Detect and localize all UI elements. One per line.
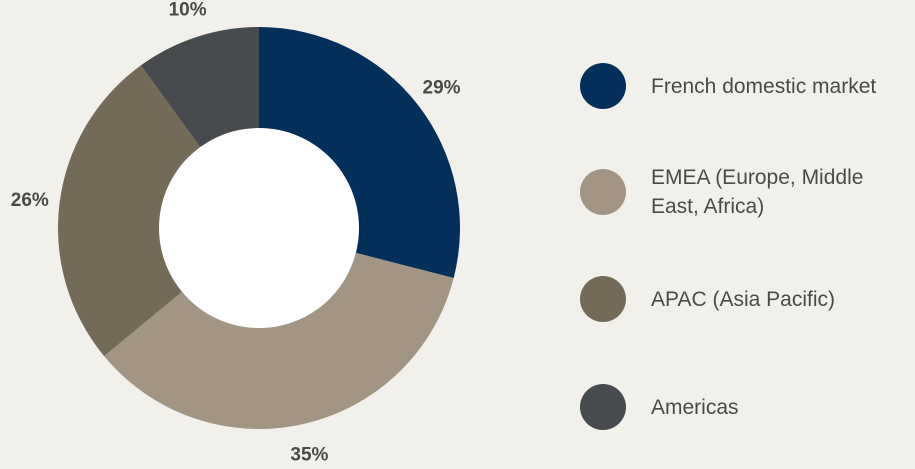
slice-value-label: 10% [169, 0, 207, 20]
legend-swatch [580, 384, 626, 430]
legend-label: Americas [651, 395, 739, 419]
legend-item-emea: EMEA (Europe, Middle East, Africa) [580, 163, 910, 221]
legend-swatch [580, 169, 626, 215]
donut-chart: 29% 35% 26% 10% [11, 0, 461, 465]
legend-item-americas: Americas [580, 384, 910, 430]
donut-slice-apac-asia-pacific [57, 65, 259, 357]
legend-label: EMEA (Europe, Middle East, Africa) [651, 166, 864, 218]
legend-label: APAC (Asia Pacific) [651, 287, 835, 311]
slice-value-label: 26% [11, 190, 49, 211]
donut-slice-emea-europe-middle-east-africa [104, 228, 454, 429]
donut-hole [159, 128, 359, 328]
slice-labels: 29% 35% 26% 10% [11, 0, 461, 465]
legend-swatch [580, 276, 626, 322]
legend-item-apac: APAC (Asia Pacific) [580, 276, 910, 322]
legend-label: French domestic market [651, 74, 877, 98]
slice-value-label: 35% [290, 444, 328, 465]
slice-value-label: 29% [423, 77, 461, 98]
legend-swatch [580, 63, 626, 109]
legend-item-french-domestic-market: French domestic market [580, 63, 910, 109]
